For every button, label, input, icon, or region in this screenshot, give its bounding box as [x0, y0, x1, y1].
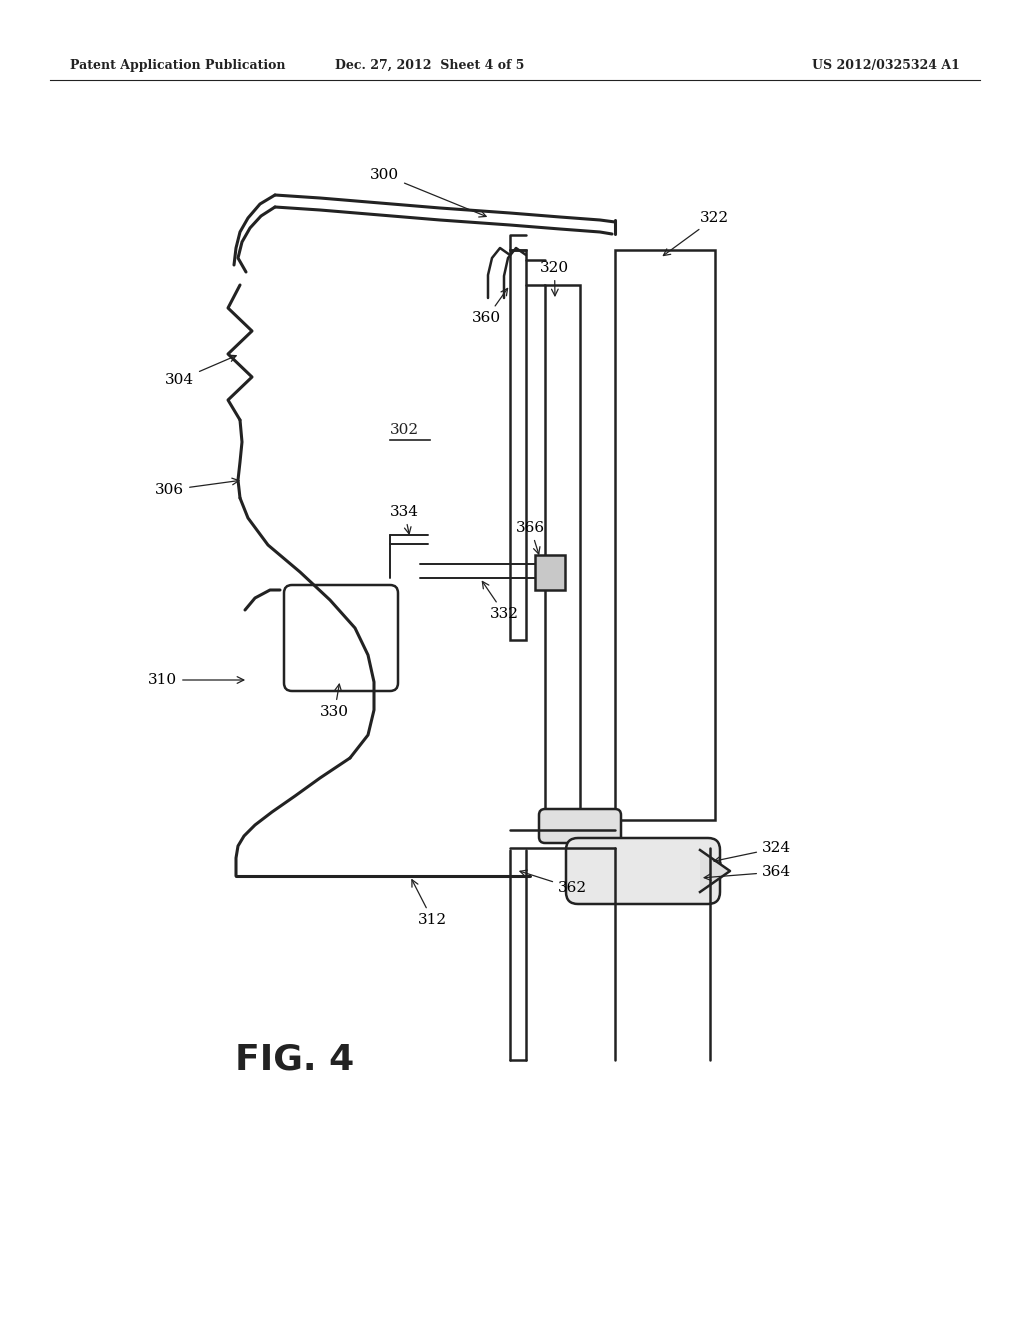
- Bar: [615, 249, 715, 820]
- FancyBboxPatch shape: [284, 585, 398, 690]
- Text: Patent Application Publication: Patent Application Publication: [70, 58, 286, 71]
- Text: US 2012/0325324 A1: US 2012/0325324 A1: [812, 58, 961, 71]
- Bar: [545, 285, 580, 830]
- Text: 324: 324: [714, 841, 792, 863]
- Text: 320: 320: [540, 261, 569, 296]
- Text: FIG. 4: FIG. 4: [236, 1043, 354, 1077]
- Text: 306: 306: [155, 478, 239, 498]
- FancyBboxPatch shape: [566, 838, 720, 904]
- Polygon shape: [700, 850, 730, 892]
- Text: Dec. 27, 2012  Sheet 4 of 5: Dec. 27, 2012 Sheet 4 of 5: [335, 58, 524, 71]
- Text: 332: 332: [482, 581, 519, 620]
- Text: 302: 302: [390, 422, 419, 437]
- Text: 360: 360: [472, 288, 508, 325]
- Text: 366: 366: [516, 521, 545, 554]
- Text: 334: 334: [390, 506, 419, 533]
- Text: 322: 322: [664, 211, 729, 256]
- FancyBboxPatch shape: [539, 809, 621, 843]
- Text: 362: 362: [520, 870, 587, 895]
- Text: 312: 312: [412, 879, 447, 927]
- Bar: [535, 554, 565, 590]
- Bar: [510, 249, 526, 640]
- Text: 330: 330: [319, 684, 349, 719]
- Text: 310: 310: [148, 673, 244, 686]
- Text: 304: 304: [165, 355, 237, 387]
- Text: 364: 364: [705, 865, 792, 880]
- Text: 300: 300: [370, 168, 486, 216]
